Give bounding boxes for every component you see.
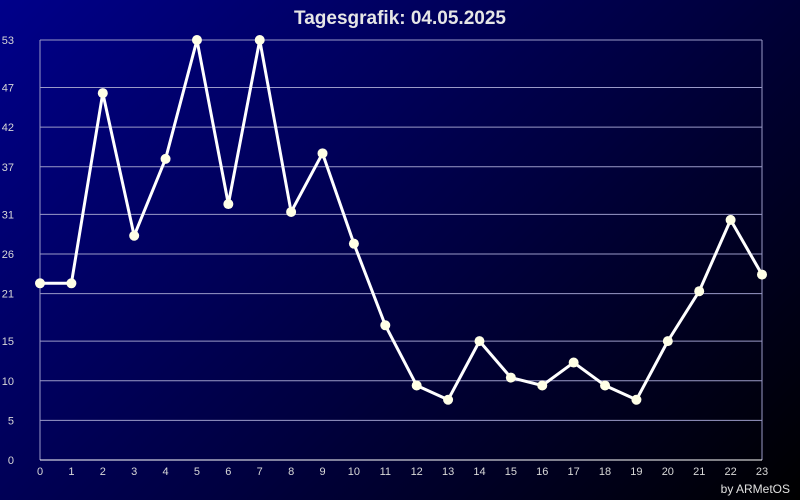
data-point-15	[505, 372, 516, 383]
data-point-8	[286, 206, 297, 217]
data-point-22	[725, 214, 736, 225]
series-group	[35, 35, 767, 405]
x-tick-label: 7	[257, 466, 263, 478]
x-tick-label: 5	[194, 466, 200, 478]
x-tick-label: 2	[100, 466, 106, 478]
x-tick-label: 9	[319, 466, 325, 478]
y-tick-label: 42	[2, 122, 14, 134]
y-tick-label: 26	[2, 249, 14, 261]
y-tick-label: 5	[8, 415, 14, 427]
x-tick-label: 10	[348, 466, 360, 478]
chart-title: Tagesgrafik: 04.05.2025	[294, 8, 506, 29]
grid-lines	[39, 39, 763, 461]
x-tick-label: 17	[568, 466, 580, 478]
data-point-18	[600, 380, 611, 391]
data-point-2	[97, 88, 108, 99]
data-point-16	[537, 380, 548, 391]
x-tick-label: 0	[37, 466, 43, 478]
y-tick-label: 10	[2, 376, 14, 388]
x-tick-label: 4	[163, 466, 169, 478]
data-point-17	[568, 357, 579, 368]
data-point-20	[662, 336, 673, 347]
y-tick-label: 53	[2, 35, 14, 47]
x-tick-label: 1	[68, 466, 74, 478]
x-tick-label: 15	[505, 466, 517, 478]
x-tick-label: 22	[724, 466, 736, 478]
data-point-12	[411, 380, 422, 391]
y-tick-label: 15	[2, 336, 14, 348]
data-point-23	[757, 269, 767, 280]
data-point-4	[160, 153, 171, 164]
x-tick-label: 16	[536, 466, 548, 478]
data-point-0	[35, 278, 45, 289]
data-point-11	[380, 320, 391, 331]
series-line-0	[40, 38, 764, 402]
data-point-13	[443, 394, 454, 405]
x-tick-label: 23	[756, 466, 768, 478]
x-tick-label: 6	[225, 466, 231, 478]
x-tick-label: 18	[599, 466, 611, 478]
x-tick-label: 12	[411, 466, 423, 478]
x-tick-label: 11	[380, 466, 391, 478]
x-tick-label: 14	[473, 466, 485, 478]
y-axis-ticks: 0 5 10 15 21 26 31 37 42 47 53	[2, 35, 14, 467]
y-tick-label: 47	[2, 83, 14, 95]
data-point-19	[631, 394, 642, 405]
x-tick-label: 21	[693, 466, 705, 478]
data-point-7	[254, 35, 265, 45]
data-point-3	[129, 230, 140, 241]
data-point-14	[474, 336, 485, 347]
x-tick-label: 13	[442, 466, 454, 478]
data-point-1	[66, 278, 77, 289]
data-point-21	[694, 286, 705, 297]
y-tick-label: 31	[2, 209, 14, 221]
x-tick-label: 8	[288, 466, 294, 478]
y-tick-label: 0	[8, 455, 14, 467]
y-tick-label: 21	[2, 289, 14, 301]
data-point-10	[348, 238, 359, 249]
x-tick-label: 19	[630, 466, 642, 478]
data-point-5	[191, 35, 202, 45]
x-axis-ticks: 0 1 2 3 4 5 6 7 8 9 10 11 12 13 14 15 16 17 18 19 20 21 22 23	[37, 466, 768, 478]
x-tick-label: 3	[131, 466, 137, 478]
x-tick-label: 20	[662, 466, 674, 478]
credit-label: by ARMetOS	[721, 482, 790, 496]
data-point-9	[317, 148, 328, 159]
data-point-6	[223, 199, 234, 210]
y-tick-label: 37	[2, 162, 14, 174]
